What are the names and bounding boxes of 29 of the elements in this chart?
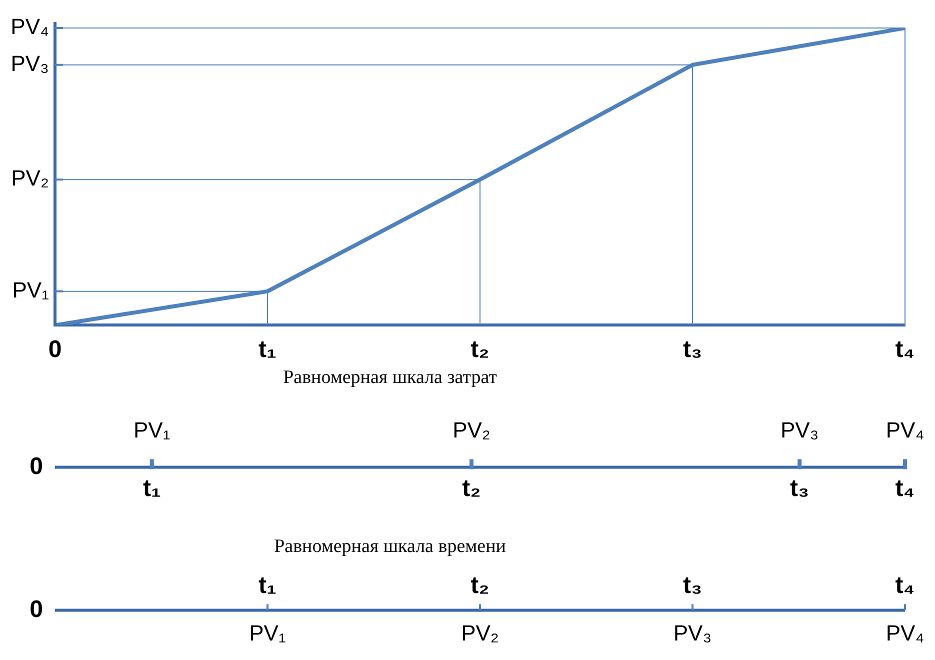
category-label: 0	[30, 452, 43, 480]
ref-line-label: PV₁	[12, 277, 49, 302]
category-label: t₃	[790, 474, 810, 502]
text: PV₄	[886, 620, 924, 646]
category-label: t₂	[470, 572, 490, 599]
ref-line-label: PV₄	[10, 14, 50, 40]
text: PV₂	[452, 417, 490, 442]
text: PV₃	[780, 417, 819, 442]
category-label: t₃	[682, 572, 702, 599]
category-label: t₄	[895, 474, 915, 502]
text: PV₄	[886, 417, 924, 442]
category-label: 0	[30, 596, 43, 623]
x-tick-label: t₂	[470, 336, 490, 364]
x-tick-label: t₃	[682, 336, 702, 364]
ref-line-label: PV₃	[10, 50, 49, 76]
text: PV₁	[134, 417, 170, 442]
text: Равномерная шкала времени	[274, 536, 506, 558]
text: PV₁	[249, 620, 286, 646]
category-label: t₂	[462, 474, 481, 502]
x-tick-label: t₄	[895, 336, 915, 364]
text: PV₃	[673, 620, 712, 646]
x-tick-label: t₁	[258, 336, 277, 364]
ref-line-label: PV₂	[11, 166, 49, 191]
category-label: t₁	[142, 474, 161, 502]
text: Равномерная шкала затрат	[283, 367, 498, 388]
category-label: t₁	[258, 572, 276, 599]
text: PV₂	[461, 620, 499, 646]
x-tick-label: 0	[48, 336, 62, 364]
category-label: t₄	[895, 572, 915, 599]
